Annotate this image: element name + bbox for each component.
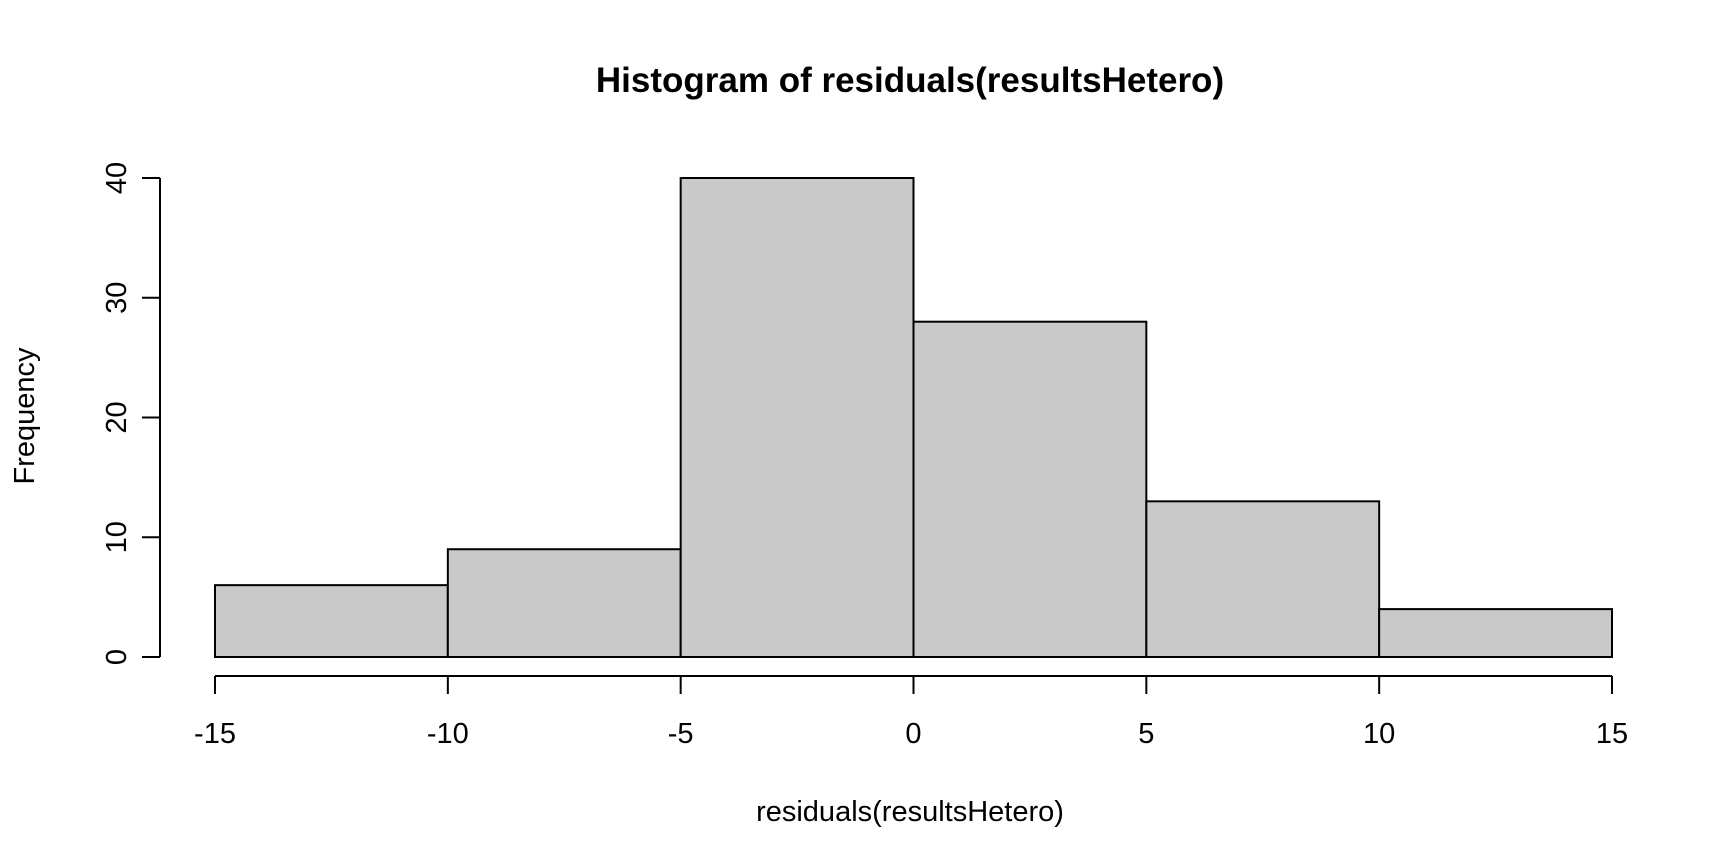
x-tick-label: -5 — [668, 718, 694, 750]
y-tick-label: 40 — [101, 162, 133, 194]
y-axis-label: Frequency — [9, 347, 41, 485]
x-tick-label: 0 — [905, 718, 921, 750]
histogram-bar — [214, 584, 449, 659]
x-tick-label: 15 — [1596, 718, 1628, 750]
histogram-bar — [679, 177, 915, 658]
y-tick-label: 10 — [101, 521, 133, 553]
histogram-bar — [446, 548, 682, 658]
y-axis: 0 10 20 30 40 — [101, 162, 161, 665]
histogram-bar — [1145, 500, 1381, 659]
y-tick-label: 20 — [101, 401, 133, 433]
x-tick-label: -10 — [427, 718, 469, 750]
chart-title: Histogram of residuals(resultsHetero) — [596, 61, 1224, 100]
x-tick-label: 10 — [1363, 718, 1395, 750]
x-axis-label: residuals(resultsHetero) — [756, 796, 1064, 828]
y-tick-label: 0 — [101, 649, 133, 665]
bars-group — [214, 177, 1613, 659]
histogram-bar — [912, 320, 1148, 658]
x-tick-label: 5 — [1138, 718, 1154, 750]
x-axis: -15 -10 -5 0 5 10 15 — [194, 675, 1628, 750]
y-tick-label: 30 — [101, 282, 133, 314]
histogram-bar — [1378, 608, 1613, 658]
x-tick-label: -15 — [194, 718, 236, 750]
